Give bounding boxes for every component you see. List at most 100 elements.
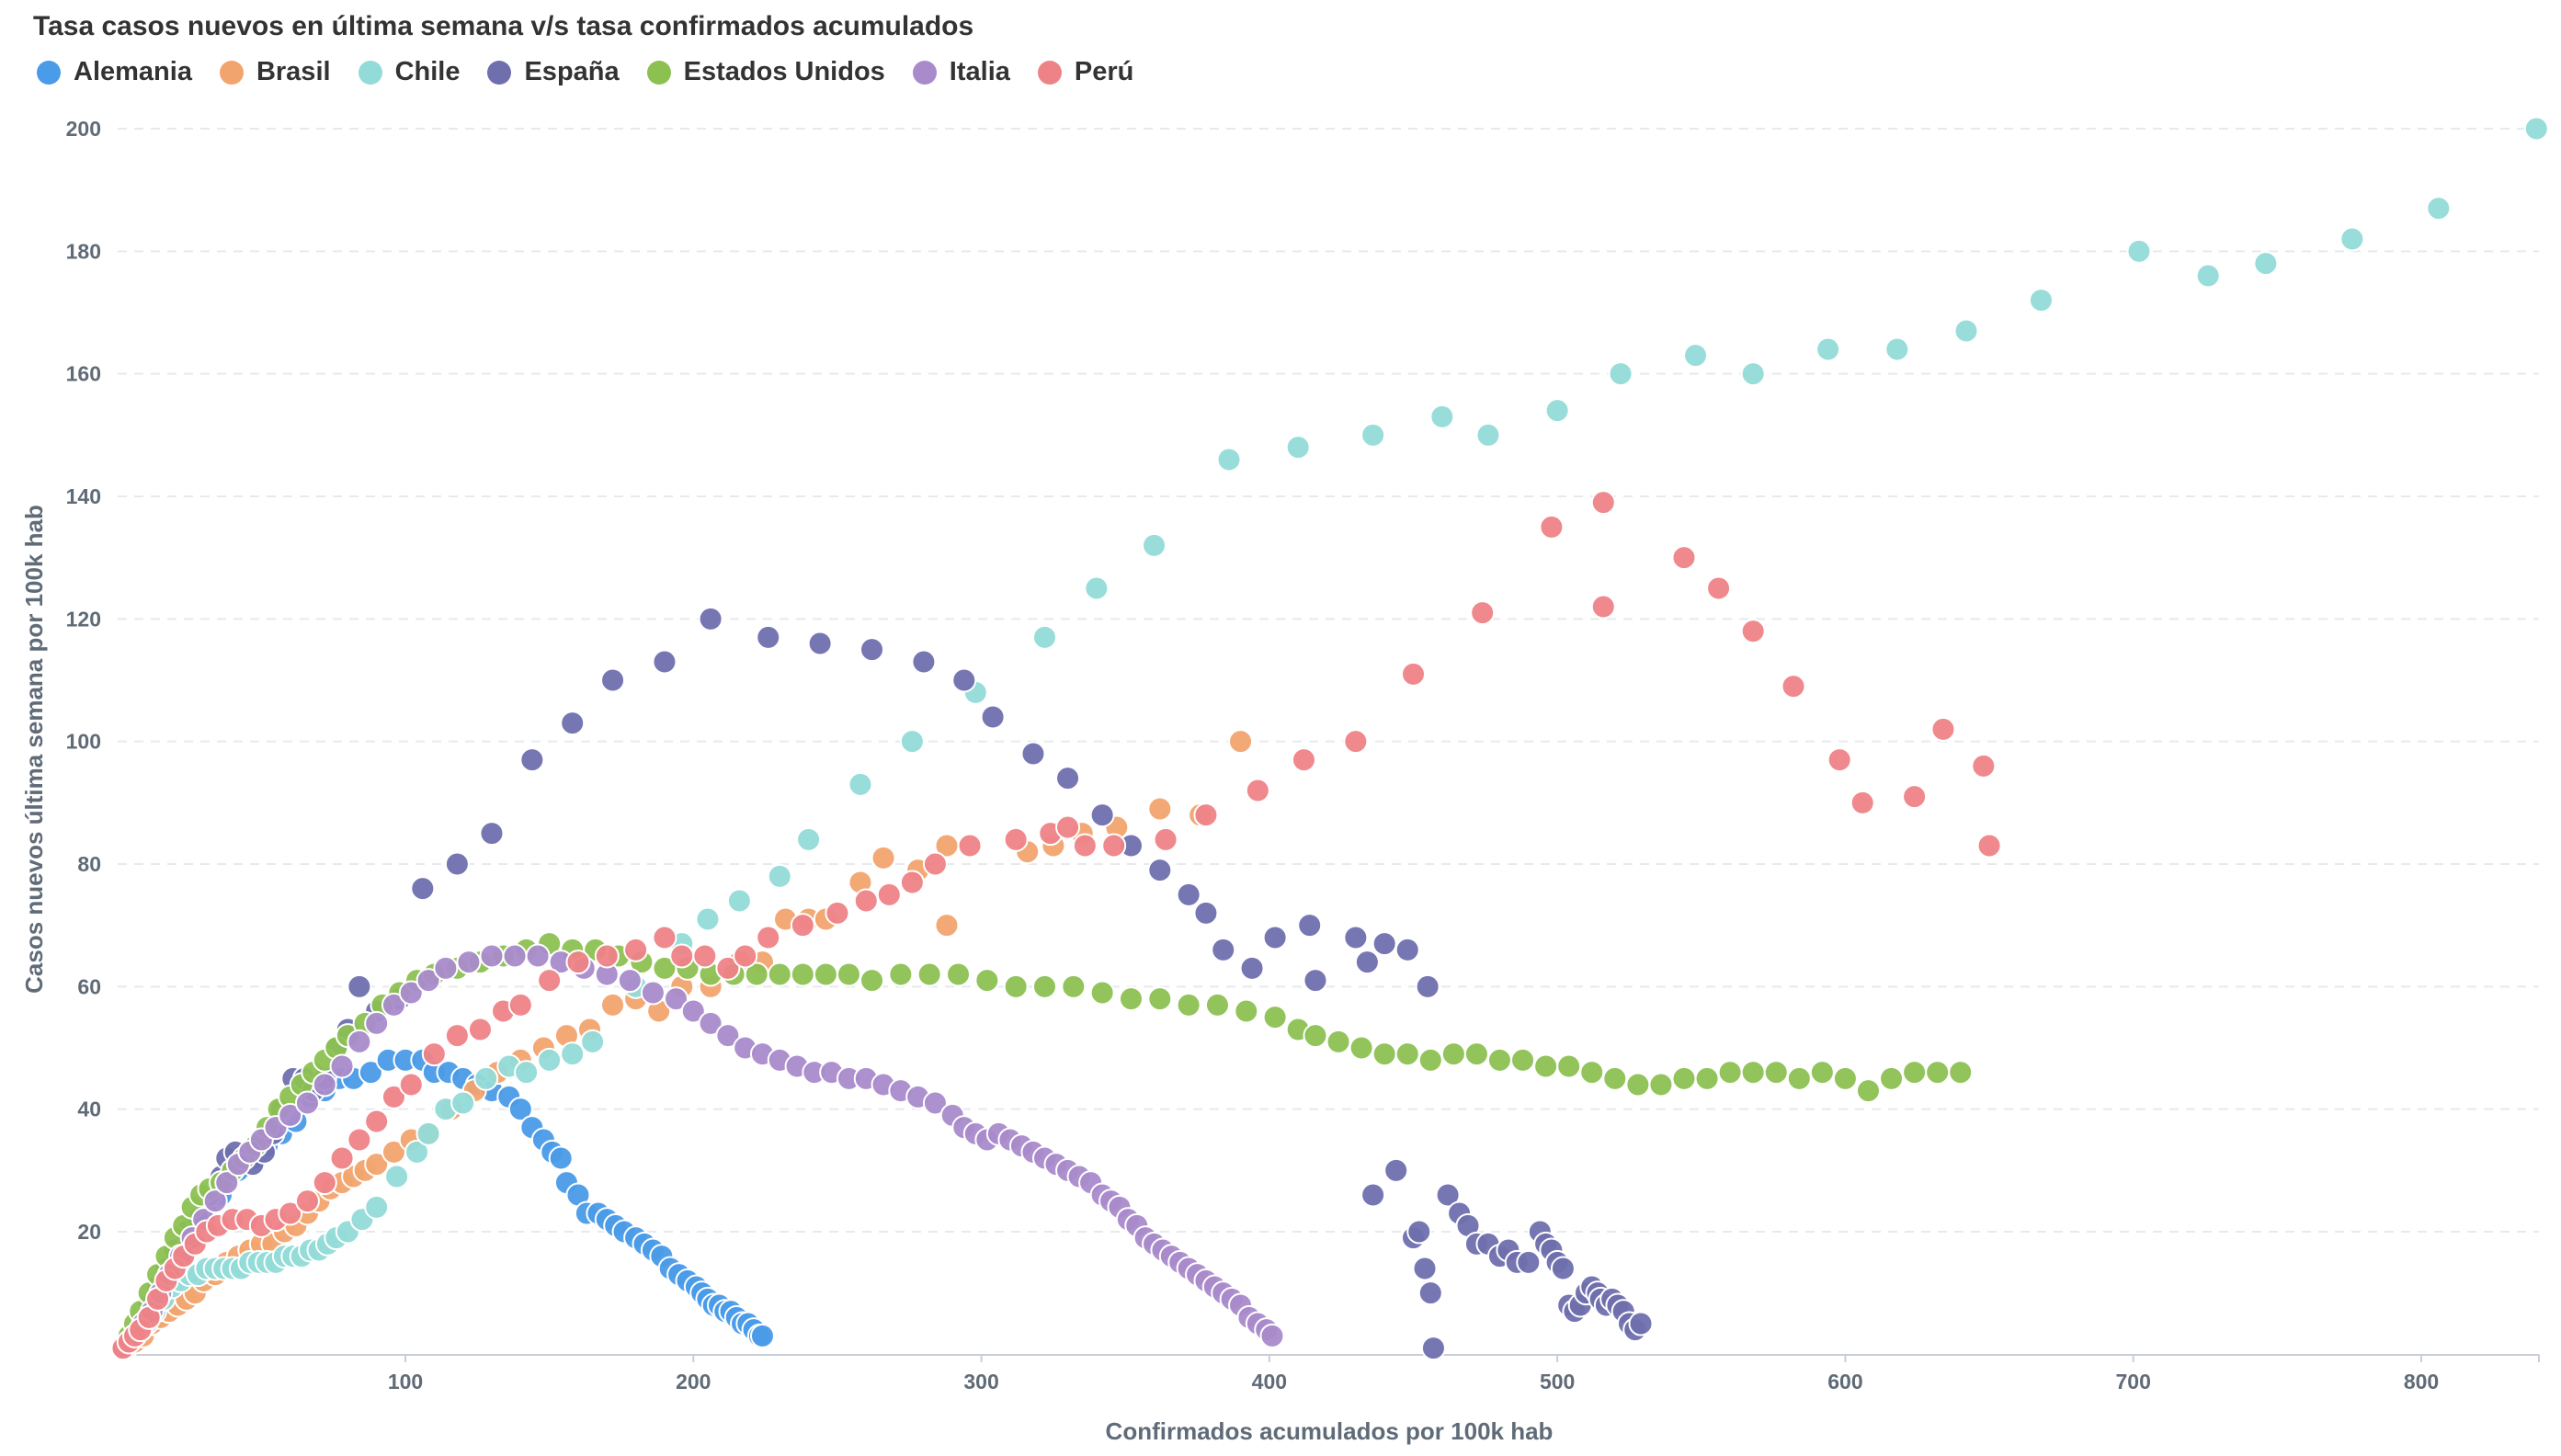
data-point[interactable] [899,870,925,895]
data-point[interactable] [1516,1249,1542,1275]
data-point[interactable] [565,950,591,975]
data-point[interactable] [1228,729,1254,755]
data-point[interactable] [1239,955,1265,981]
data-point[interactable] [1147,796,1173,822]
data-point[interactable] [2028,288,2054,313]
data-point[interactable] [1832,1065,1858,1091]
data-point[interactable] [1360,1182,1386,1208]
data-point[interactable] [1902,1060,1928,1086]
data-point[interactable] [2126,238,2152,264]
data-point[interactable] [1372,931,1397,957]
data-point[interactable] [1055,766,1081,791]
data-point[interactable] [1948,1060,1974,1086]
legend-item-italia[interactable]: Italia [912,57,1010,87]
data-point[interactable] [1740,361,1766,387]
data-point[interactable] [1809,1060,1835,1086]
data-point[interactable] [1550,1256,1576,1281]
data-point[interactable] [853,888,879,914]
data-point[interactable] [715,1023,741,1049]
data-point[interactable] [1740,619,1766,644]
data-point[interactable] [1020,741,1046,767]
data-point[interactable] [652,925,677,950]
data-point[interactable] [836,961,861,987]
data-point[interactable] [911,649,937,675]
data-point[interactable] [1193,802,1219,828]
data-point[interactable] [1625,1072,1651,1098]
data-point[interactable] [899,729,925,755]
data-point[interactable] [1394,1041,1420,1067]
data-point[interactable] [347,973,372,999]
data-point[interactable] [663,986,689,1012]
data-point[interactable] [294,1189,320,1214]
data-point[interactable] [1628,1311,1654,1337]
data-point[interactable] [1372,1041,1397,1067]
data-point[interactable] [1855,1078,1881,1104]
legend-item-chile[interactable]: Chile [358,57,460,87]
data-point[interactable] [957,833,983,859]
data-point[interactable] [1153,826,1178,852]
data-point[interactable] [692,943,718,969]
data-point[interactable] [202,1189,228,1214]
data-point[interactable] [1694,1065,1720,1091]
data-point[interactable] [951,667,977,693]
data-point[interactable] [560,1041,586,1067]
data-point[interactable] [1486,1047,1512,1073]
data-point[interactable] [2523,116,2549,142]
data-point[interactable] [1602,1065,1628,1091]
data-point[interactable] [1383,1157,1409,1183]
data-point[interactable] [1475,422,1501,448]
data-point[interactable] [404,1139,430,1165]
data-point[interactable] [1285,435,1311,461]
data-point[interactable] [1360,422,1386,448]
legend-item-perú[interactable]: Perú [1037,57,1133,87]
data-point[interactable] [381,1084,406,1109]
data-point[interactable] [1884,336,1910,362]
data-point[interactable] [1211,937,1236,962]
data-point[interactable] [329,1053,355,1079]
data-point[interactable] [922,851,948,877]
data-point[interactable] [1234,998,1259,1024]
data-point[interactable] [278,1200,303,1226]
data-point[interactable] [1326,1029,1351,1054]
data-point[interactable] [698,606,723,631]
data-point[interactable] [1590,490,1616,516]
data-point[interactable] [358,1060,383,1086]
data-point[interactable] [1003,826,1029,852]
data-point[interactable] [473,1065,499,1091]
data-point[interactable] [1417,1047,1443,1073]
data-point[interactable] [312,1170,337,1196]
data-point[interactable] [934,913,960,938]
data-point[interactable] [1648,1072,1674,1098]
data-point[interactable] [1349,1035,1374,1061]
data-point[interactable] [1781,674,1806,700]
data-point[interactable] [514,1060,540,1086]
data-point[interactable] [1262,925,1288,950]
data-point[interactable] [640,980,666,1006]
data-point[interactable] [364,1010,390,1036]
data-point[interactable] [1216,447,1242,472]
data-point[interactable] [444,851,470,877]
data-point[interactable] [767,961,792,987]
data-point[interactable] [1055,814,1081,840]
data-point[interactable] [433,955,459,981]
data-point[interactable] [560,711,586,736]
data-point[interactable] [1061,973,1087,999]
data-point[interactable] [525,943,551,969]
data-point[interactable] [214,1170,240,1196]
data-point[interactable] [715,955,741,981]
data-point[interactable] [1671,545,1697,571]
data-point[interactable] [871,845,896,870]
data-point[interactable] [946,961,972,987]
data-point[interactable] [1291,747,1316,773]
data-point[interactable] [548,1145,574,1171]
data-point[interactable] [1510,1047,1536,1073]
data-point[interactable] [1608,361,1633,387]
data-point[interactable] [1089,980,1115,1006]
data-point[interactable] [1420,1336,1446,1361]
data-point[interactable] [1850,790,1875,815]
data-point[interactable] [312,1072,337,1098]
data-point[interactable] [1259,1323,1285,1348]
legend-item-brasil[interactable]: Brasil [219,57,331,87]
data-point[interactable] [767,863,792,889]
data-point[interactable] [1406,1219,1432,1245]
